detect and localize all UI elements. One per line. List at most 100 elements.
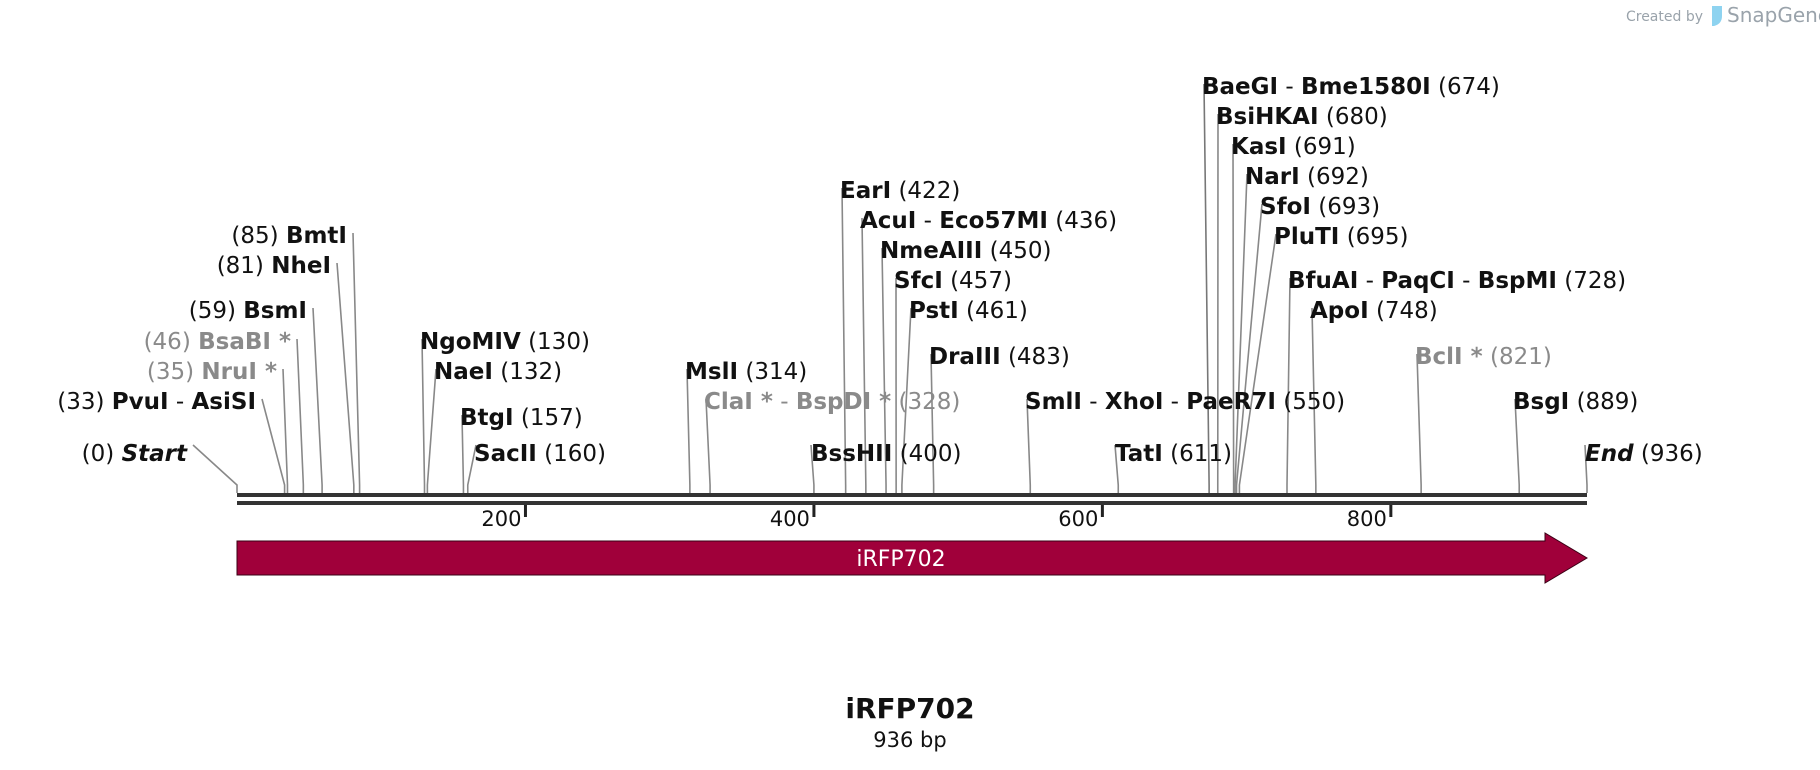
site-label-sfci[interactable]: SfcI (457) bbox=[894, 268, 1012, 294]
feature-arrow[interactable] bbox=[236, 532, 1588, 584]
site-label-start[interactable]: (0) Start bbox=[82, 441, 188, 467]
cut-line-draiii bbox=[930, 353, 935, 493]
cut-line-msli bbox=[686, 368, 691, 493]
enzyme-separator: - bbox=[916, 208, 939, 234]
backbone-strand-bottom bbox=[237, 501, 1587, 505]
site-label-ngomiv[interactable]: NgoMIV (130) bbox=[420, 329, 590, 355]
cut-line-eari bbox=[841, 187, 847, 493]
site-label-bsshii[interactable]: BssHII (400) bbox=[811, 441, 961, 467]
enzyme-name: SfoI bbox=[1260, 194, 1311, 220]
site-label-bsihkai[interactable]: BsiHKAI (680) bbox=[1216, 104, 1388, 130]
site-label-psti[interactable]: PstI (461) bbox=[909, 298, 1028, 324]
enzyme-name: PvuI bbox=[112, 389, 169, 415]
site-label-apoi[interactable]: ApoI (748) bbox=[1310, 298, 1438, 324]
site-label-clai-bspdi[interactable]: ClaI * - BspDI * (328) bbox=[704, 389, 960, 415]
cut-line-bsgi bbox=[1514, 398, 1521, 493]
cut-line-smli-xhoi-paer7i bbox=[1026, 398, 1032, 493]
site-label-bsgi[interactable]: BsgI (889) bbox=[1513, 389, 1638, 415]
spacer bbox=[1483, 344, 1490, 370]
spacer bbox=[892, 441, 899, 467]
site-label-kasi[interactable]: KasI (691) bbox=[1231, 134, 1356, 160]
site-position: (46) bbox=[144, 329, 191, 355]
cut-line-ngomiv bbox=[421, 338, 426, 493]
site-position: (81) bbox=[217, 253, 264, 279]
site-label-nhei[interactable]: (81) NheI bbox=[217, 253, 331, 279]
site-label-nrui[interactable]: (35) NruI * bbox=[147, 359, 277, 385]
enzyme-name: PaeR7I bbox=[1186, 389, 1276, 415]
feature-irfp702[interactable]: iRFP702 bbox=[236, 532, 1588, 584]
site-position: (35) bbox=[147, 359, 194, 385]
enzyme-name: AcuI bbox=[860, 208, 916, 234]
cut-line-start bbox=[192, 444, 238, 493]
site-label-pvui-asisi[interactable]: (33) PvuI - AsiSI bbox=[57, 389, 256, 415]
cut-line-bcli bbox=[1416, 353, 1422, 493]
site-label-end[interactable]: End (936) bbox=[1585, 441, 1703, 467]
site-position: (889) bbox=[1577, 389, 1639, 415]
site-label-bsmi[interactable]: (59) BsmI bbox=[189, 298, 307, 324]
cut-line-pvui-asisi bbox=[261, 398, 286, 493]
feature-label: iRFP702 bbox=[856, 547, 945, 572]
enzyme-name: NruI bbox=[201, 359, 257, 385]
site-label-nari[interactable]: NarI (692) bbox=[1245, 164, 1369, 190]
ruler-tick bbox=[1100, 505, 1104, 517]
enzyme-name: NaeI bbox=[434, 359, 493, 385]
enzyme-name: NheI bbox=[271, 253, 331, 279]
spacer bbox=[537, 441, 544, 467]
site-label-sfoi[interactable]: SfoI (693) bbox=[1260, 194, 1380, 220]
site-label-baegi-bme1580i[interactable]: BaeGI - Bme1580I (674) bbox=[1202, 74, 1500, 100]
site-label-bcli[interactable]: BclI * (821) bbox=[1415, 344, 1552, 370]
spacer bbox=[1369, 298, 1376, 324]
site-label-sacii[interactable]: SacII (160) bbox=[474, 441, 606, 467]
site-position: (33) bbox=[57, 389, 104, 415]
spacer bbox=[891, 389, 898, 415]
spacer bbox=[191, 329, 198, 355]
spacer bbox=[1276, 389, 1283, 415]
site-label-pluti[interactable]: PluTI (695) bbox=[1274, 224, 1409, 250]
site-label-naei[interactable]: NaeI (132) bbox=[434, 359, 562, 385]
spacer bbox=[1001, 344, 1008, 370]
site-label-bfuai-paqci-bspmi[interactable]: BfuAI - PaqCI - BspMI (728) bbox=[1288, 268, 1626, 294]
enzyme-separator: - bbox=[1455, 268, 1478, 294]
enzyme-name: PluTI bbox=[1274, 224, 1339, 250]
cut-line-bsshii bbox=[810, 444, 815, 493]
cut-lines bbox=[192, 83, 1588, 493]
site-position: (674) bbox=[1438, 74, 1500, 100]
site-label-acui-eco57mi[interactable]: AcuI - Eco57MI (436) bbox=[860, 208, 1117, 234]
enzyme-name: NmeAIII bbox=[880, 238, 982, 264]
site-label-bsabi[interactable]: (46) BsaBI * bbox=[144, 329, 291, 355]
cut-line-bsabi bbox=[296, 338, 305, 493]
site-position: (461) bbox=[966, 298, 1028, 324]
enzyme-name: BclI bbox=[1415, 344, 1463, 370]
site-label-smli-xhoi-paer7i[interactable]: SmlI - XhoI - PaeR7I (550) bbox=[1025, 389, 1345, 415]
site-label-nmeaiii[interactable]: NmeAIII (450) bbox=[880, 238, 1051, 264]
cut-line-btgi bbox=[461, 414, 465, 493]
site-position: (457) bbox=[950, 268, 1012, 294]
cut-line-bmti bbox=[352, 232, 361, 493]
site-label-btgi[interactable]: BtgI (157) bbox=[460, 405, 583, 431]
site-position: (85) bbox=[231, 223, 278, 249]
spacer bbox=[1569, 389, 1576, 415]
site-label-bmti[interactable]: (85) BmtI bbox=[231, 223, 347, 249]
enzyme-name: BssHII bbox=[811, 441, 892, 467]
spacer bbox=[1300, 164, 1307, 190]
enzyme-name: BfuAI bbox=[1288, 268, 1358, 294]
site-position: (728) bbox=[1564, 268, 1626, 294]
enzyme-name: NgoMIV bbox=[420, 329, 521, 355]
site-position: (550) bbox=[1283, 389, 1345, 415]
methylation-star-icon: * bbox=[753, 389, 773, 415]
site-label-tati[interactable]: TatI (611) bbox=[1115, 441, 1232, 467]
site-position: (422) bbox=[898, 178, 960, 204]
spacer bbox=[514, 405, 521, 431]
credit-prefix: Created by bbox=[1626, 9, 1703, 25]
site-position: (692) bbox=[1307, 164, 1369, 190]
site-position: (436) bbox=[1055, 208, 1117, 234]
site-label-eari[interactable]: EarI (422) bbox=[840, 178, 960, 204]
spacer bbox=[1311, 194, 1318, 220]
ruler-label: 200 bbox=[481, 507, 521, 531]
map-title: iRFP702 bbox=[845, 692, 974, 725]
spacer bbox=[943, 268, 950, 294]
site-label-draiii[interactable]: DraIII (483) bbox=[929, 344, 1070, 370]
spacer bbox=[1557, 268, 1564, 294]
site-label-msli[interactable]: MslI (314) bbox=[685, 359, 807, 385]
spacer bbox=[1287, 134, 1294, 160]
